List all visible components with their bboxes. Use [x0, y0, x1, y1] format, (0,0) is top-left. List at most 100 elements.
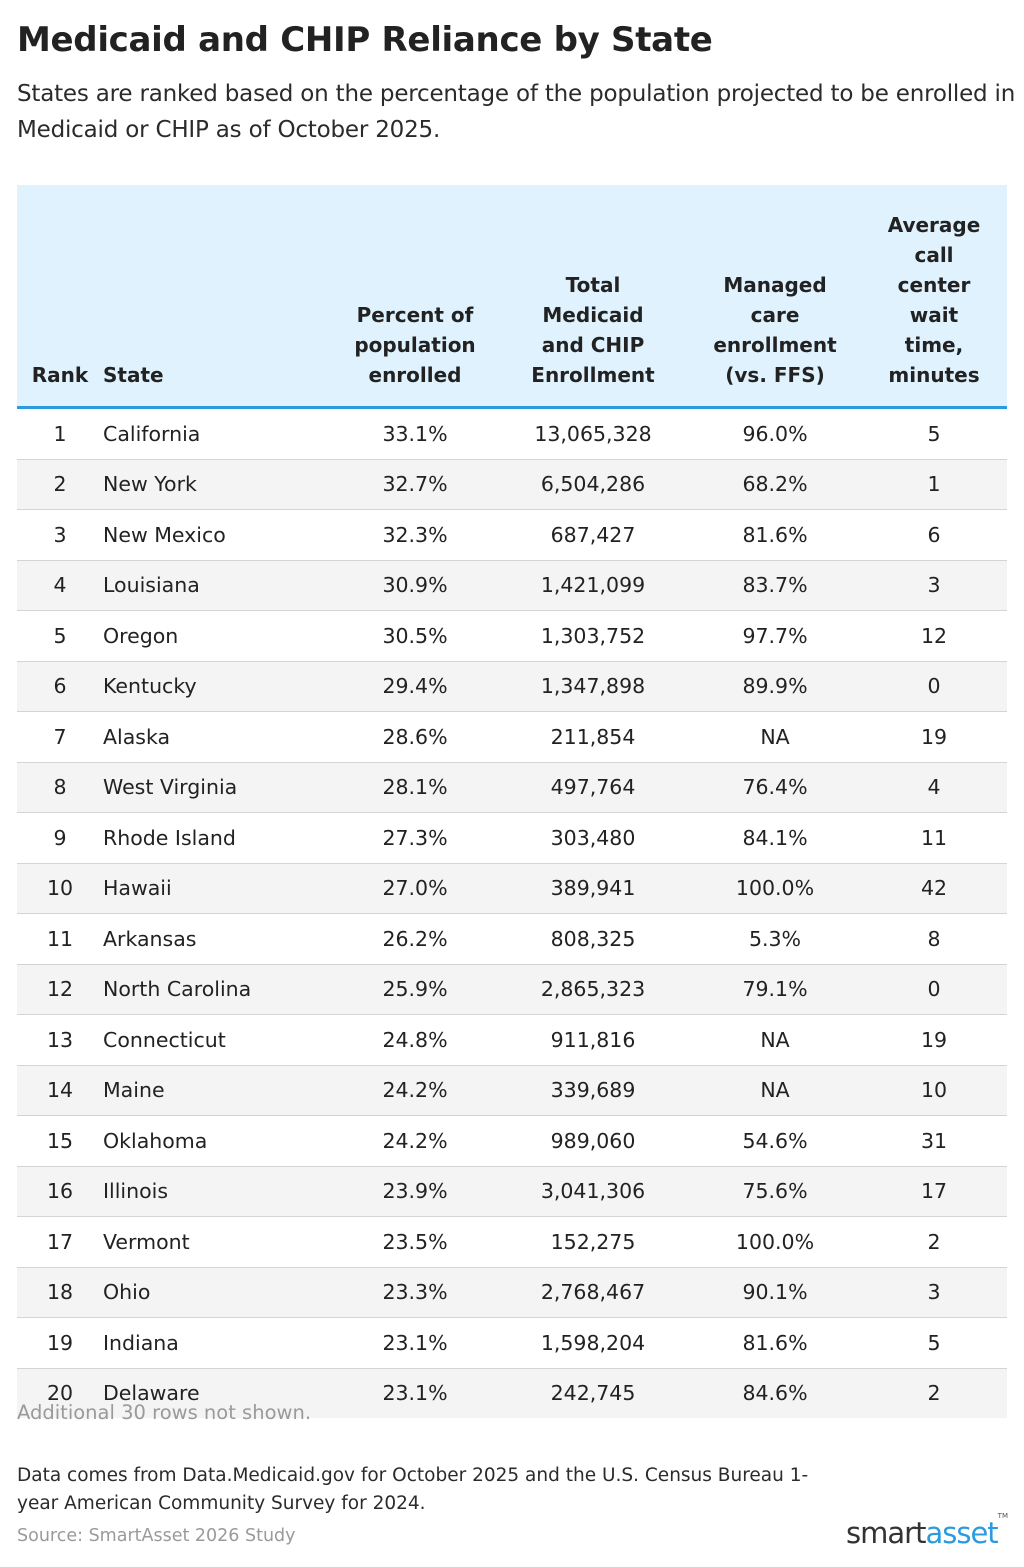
cell-total-enrollment: 911,816	[497, 1014, 689, 1066]
cell-wait-time: 3	[861, 1267, 1007, 1318]
cell-managed-care: 5.3%	[689, 913, 861, 965]
header-wait-time-label: Average call center wait time, minutes	[887, 213, 981, 387]
cell-state: Arkansas	[103, 913, 333, 965]
cell-wait-time: 19	[861, 711, 1007, 763]
cell-total-enrollment: 13,065,328	[497, 407, 689, 460]
cell-percent-enrolled: 27.0%	[333, 863, 497, 914]
cell-rank: 11	[17, 913, 103, 965]
cell-wait-time: 31	[861, 1115, 1007, 1167]
cell-rank: 12	[17, 964, 103, 1015]
cell-total-enrollment: 339,689	[497, 1065, 689, 1116]
table-header-row: Rank State Percent of population enrolle…	[17, 185, 1007, 409]
cell-rank: 6	[17, 661, 103, 712]
cell-state: Kentucky	[103, 661, 333, 712]
cell-total-enrollment: 242,745	[497, 1368, 689, 1418]
cell-state: Delaware	[103, 1368, 333, 1418]
cell-total-enrollment: 211,854	[497, 711, 689, 763]
cell-total-enrollment: 497,764	[497, 762, 689, 813]
cell-state: Illinois	[103, 1166, 333, 1217]
table-row: 4 Louisiana 30.9% 1,421,099 83.7% 3	[17, 560, 1007, 611]
cell-managed-care: NA	[689, 1065, 861, 1116]
table-row: 9 Rhode Island 27.3% 303,480 84.1% 11	[17, 812, 1007, 864]
cell-total-enrollment: 2,768,467	[497, 1267, 689, 1318]
cell-state: Ohio	[103, 1267, 333, 1318]
cell-wait-time: 6	[861, 509, 1007, 561]
cell-managed-care: 81.6%	[689, 509, 861, 561]
cell-state: Vermont	[103, 1216, 333, 1268]
cell-percent-enrolled: 24.2%	[333, 1115, 497, 1167]
cell-rank: 19	[17, 1317, 103, 1369]
cell-state: Rhode Island	[103, 812, 333, 864]
cell-managed-care: NA	[689, 711, 861, 763]
data-table-container: Rank State Percent of population enrolle…	[17, 185, 1007, 1418]
cell-managed-care: 68.2%	[689, 459, 861, 510]
cell-percent-enrolled: 27.3%	[333, 812, 497, 864]
table-row: 1 California 33.1% 13,065,328 96.0% 5	[17, 407, 1007, 460]
header-rank: Rank	[17, 185, 103, 409]
cell-percent-enrolled: 28.6%	[333, 711, 497, 763]
table-row: 20 Delaware 23.1% 242,745 84.6% 2	[17, 1368, 1007, 1418]
cell-percent-enrolled: 28.1%	[333, 762, 497, 813]
cell-state: Connecticut	[103, 1014, 333, 1066]
cell-wait-time: 19	[861, 1014, 1007, 1066]
logo-text-smart: smart	[846, 1516, 926, 1550]
cell-wait-time: 1	[861, 459, 1007, 510]
cell-percent-enrolled: 23.1%	[333, 1317, 497, 1369]
cell-total-enrollment: 389,941	[497, 863, 689, 914]
cell-wait-time: 42	[861, 863, 1007, 914]
header-wait-time: Average call center wait time, minutes	[861, 185, 1007, 409]
cell-total-enrollment: 1,303,752	[497, 610, 689, 662]
cell-percent-enrolled: 23.5%	[333, 1216, 497, 1268]
cell-wait-time: 3	[861, 560, 1007, 611]
cell-managed-care: 100.0%	[689, 1216, 861, 1268]
cell-percent-enrolled: 32.3%	[333, 509, 497, 561]
cell-total-enrollment: 152,275	[497, 1216, 689, 1268]
cell-rank: 16	[17, 1166, 103, 1217]
cell-total-enrollment: 1,421,099	[497, 560, 689, 611]
cell-rank: 15	[17, 1115, 103, 1167]
cell-percent-enrolled: 24.8%	[333, 1014, 497, 1066]
table-row: 7 Alaska 28.6% 211,854 NA 19	[17, 711, 1007, 763]
header-managed-care: Managed care enrollment (vs. FFS)	[689, 185, 861, 409]
cell-rank: 3	[17, 509, 103, 561]
cell-wait-time: 12	[861, 610, 1007, 662]
cell-rank: 1	[17, 407, 103, 460]
cell-managed-care: NA	[689, 1014, 861, 1066]
source-credit: Source: SmartAsset 2026 Study	[17, 1526, 296, 1546]
cell-percent-enrolled: 30.9%	[333, 560, 497, 611]
cell-rank: 2	[17, 459, 103, 510]
cell-state: Alaska	[103, 711, 333, 763]
cell-rank: 14	[17, 1065, 103, 1116]
table-row: 12 North Carolina 25.9% 2,865,323 79.1% 0	[17, 964, 1007, 1015]
cell-percent-enrolled: 23.3%	[333, 1267, 497, 1318]
cell-wait-time: 0	[861, 964, 1007, 1015]
cell-percent-enrolled: 23.9%	[333, 1166, 497, 1217]
table-row: 16 Illinois 23.9% 3,041,306 75.6% 17	[17, 1166, 1007, 1217]
table-row: 17 Vermont 23.5% 152,275 100.0% 2	[17, 1216, 1007, 1268]
cell-rank: 4	[17, 560, 103, 611]
cell-wait-time: 5	[861, 1317, 1007, 1369]
cell-total-enrollment: 687,427	[497, 509, 689, 561]
page-subtitle: States are ranked based on the percentag…	[17, 81, 1016, 143]
cell-total-enrollment: 989,060	[497, 1115, 689, 1167]
cell-total-enrollment: 1,598,204	[497, 1317, 689, 1369]
cell-wait-time: 17	[861, 1166, 1007, 1217]
cell-managed-care: 83.7%	[689, 560, 861, 611]
cell-managed-care: 97.7%	[689, 610, 861, 662]
cell-managed-care: 81.6%	[689, 1317, 861, 1369]
cell-wait-time: 10	[861, 1065, 1007, 1116]
cell-rank: 9	[17, 812, 103, 864]
cell-rank: 8	[17, 762, 103, 813]
table-row: 5 Oregon 30.5% 1,303,752 97.7% 12	[17, 610, 1007, 662]
cell-percent-enrolled: 23.1%	[333, 1368, 497, 1418]
table-row: 13 Connecticut 24.8% 911,816 NA 19	[17, 1014, 1007, 1066]
cell-managed-care: 84.1%	[689, 812, 861, 864]
cell-rank: 17	[17, 1216, 103, 1268]
cell-state: Louisiana	[103, 560, 333, 611]
cell-wait-time: 2	[861, 1216, 1007, 1268]
header-total-enrollment-label: Total Medicaid and CHIP Enrollment	[531, 273, 655, 387]
cell-wait-time: 4	[861, 762, 1007, 813]
cell-percent-enrolled: 24.2%	[333, 1065, 497, 1116]
cell-total-enrollment: 808,325	[497, 913, 689, 965]
cell-state: New Mexico	[103, 509, 333, 561]
